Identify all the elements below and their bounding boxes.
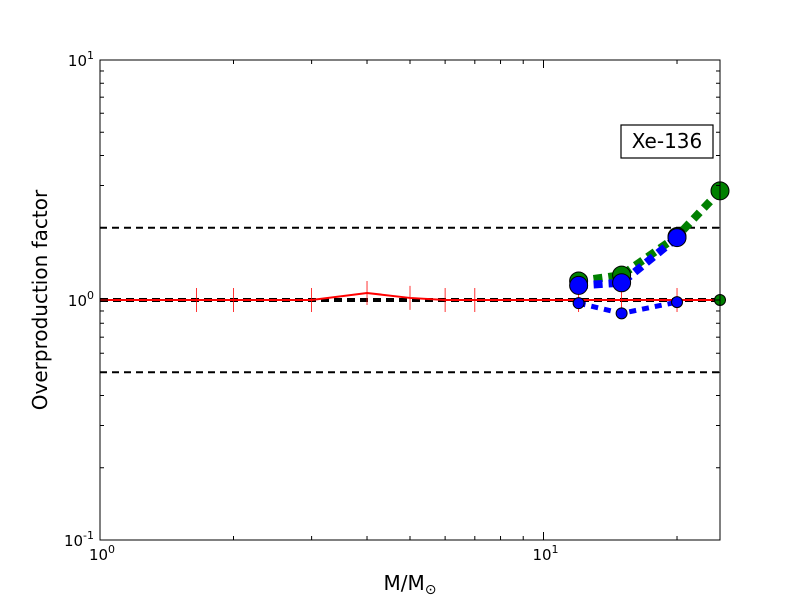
y-tick-label: 101 [68, 49, 94, 70]
y-tick-label: 100 [68, 289, 94, 310]
series-2-point [612, 273, 632, 293]
x-tick-label: 100 [89, 543, 115, 564]
y-axis-label: Overproduction factor [28, 189, 52, 410]
isotope-annotation: Xe-136 [620, 124, 714, 159]
series-4-point [671, 296, 684, 309]
y-tick-label: 10-1 [64, 529, 94, 550]
x-tick-label: 101 [532, 543, 558, 564]
isotope-annotation-text: Xe-136 [632, 129, 703, 153]
x-axis-label: M/M⊙ [384, 571, 437, 598]
series-2-line [578, 234, 680, 290]
series-2-point [569, 275, 589, 295]
series-4-point [615, 307, 628, 320]
series-2-point [667, 228, 687, 248]
series-4-point [572, 297, 585, 310]
series-0-line [100, 291, 720, 301]
